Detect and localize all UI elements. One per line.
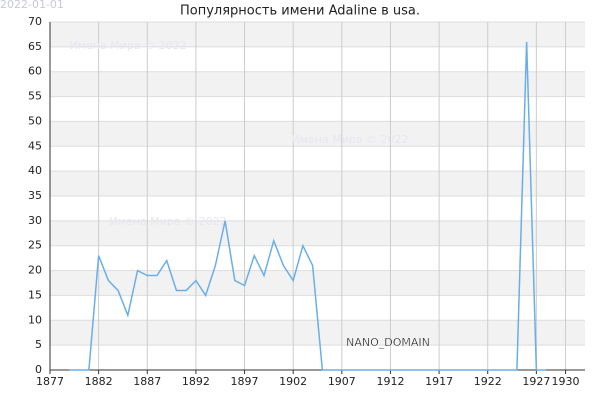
y-tick-label: 45 — [28, 139, 42, 152]
y-tick-label: 15 — [28, 288, 42, 301]
x-tick-label: 1917 — [425, 375, 453, 388]
x-tick-label: 1930 — [552, 375, 580, 388]
domain-label: NANO_DOMAIN — [346, 336, 430, 349]
y-tick-label: 35 — [28, 189, 42, 202]
x-tick-label: 1927 — [522, 375, 550, 388]
x-tick-label: 1912 — [376, 375, 404, 388]
y-tick-label: 70 — [28, 15, 42, 28]
watermark: Имена Мира © 2022 — [69, 39, 186, 52]
grid-band — [50, 22, 585, 47]
x-tick-label: 1907 — [328, 375, 356, 388]
grid-band — [50, 71, 585, 97]
y-tick-label: 5 — [35, 338, 42, 351]
y-tick-label: 0 — [35, 363, 42, 376]
grid-band — [50, 220, 585, 246]
date-stamp: 2022-01-01 — [0, 0, 64, 11]
y-tick-label: 65 — [28, 40, 42, 53]
grid-band — [50, 270, 585, 296]
watermark: Имена Мира © 2022 — [291, 133, 408, 146]
y-tick-label: 30 — [28, 214, 42, 227]
x-tick-label: 1902 — [279, 375, 307, 388]
grid-band — [50, 121, 585, 147]
y-tick-label: 40 — [28, 164, 42, 177]
x-tick-label: 1877 — [36, 375, 64, 388]
x-tick-label: 1892 — [182, 375, 210, 388]
y-tick-label: 60 — [28, 65, 42, 78]
x-tick-label: 1882 — [85, 375, 113, 388]
x-tick-label: 1897 — [231, 375, 259, 388]
x-tick-label: 1887 — [133, 375, 161, 388]
y-tick-label: 25 — [28, 239, 42, 252]
y-tick-label: 10 — [28, 313, 42, 326]
y-tick-label: 50 — [28, 114, 42, 127]
chart-title: Популярность имени Adaline в usa. — [180, 4, 420, 19]
x-tick-label: 1922 — [474, 375, 502, 388]
data-line — [69, 41, 547, 371]
y-tick-label: 55 — [28, 90, 42, 103]
watermark: Имена Мира © 2022 — [109, 215, 226, 228]
y-tick-label: 20 — [28, 264, 42, 277]
grid-band — [50, 171, 585, 196]
